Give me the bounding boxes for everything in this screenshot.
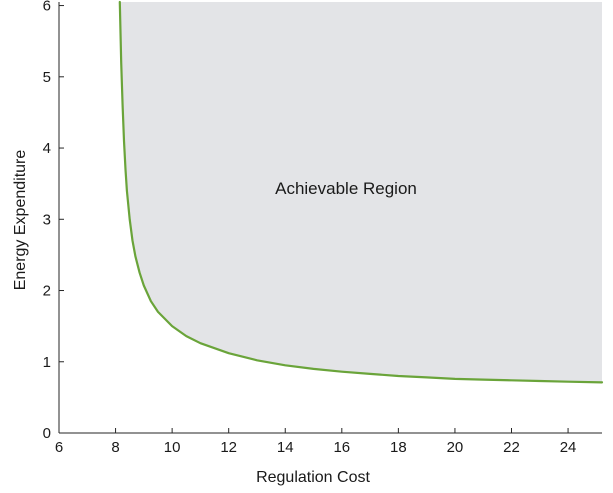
pareto-frontier-line	[118, 0, 604, 384]
achievable-region-area	[119, 2, 603, 383]
x-tick-label: 20	[447, 439, 464, 456]
y-axis-title: Energy Expenditure	[12, 150, 29, 291]
y-tick-label: 3	[43, 211, 51, 228]
x-tick-label: 10	[164, 439, 181, 456]
y-tick-label: 6	[43, 0, 51, 15]
y-tick-label: 5	[43, 69, 51, 86]
y-tick-label: 2	[43, 283, 51, 300]
x-tick-label: 14	[277, 439, 294, 456]
x-tick-label: 24	[560, 439, 577, 456]
x-axis-title: Regulation Cost	[256, 469, 370, 486]
x-tick-label: 8	[111, 439, 119, 456]
x-tick-label: 12	[220, 439, 237, 456]
y-tick-label: 0	[43, 425, 51, 442]
x-tick-label: 18	[390, 439, 407, 456]
x-tick-label: 16	[333, 439, 350, 456]
x-tick-label: 22	[503, 439, 520, 456]
y-tick-label: 4	[43, 140, 51, 157]
achievable-region-label: Achievable Region	[275, 179, 417, 198]
x-tick-label: 6	[55, 439, 63, 456]
y-tick-label: 1	[43, 354, 51, 371]
